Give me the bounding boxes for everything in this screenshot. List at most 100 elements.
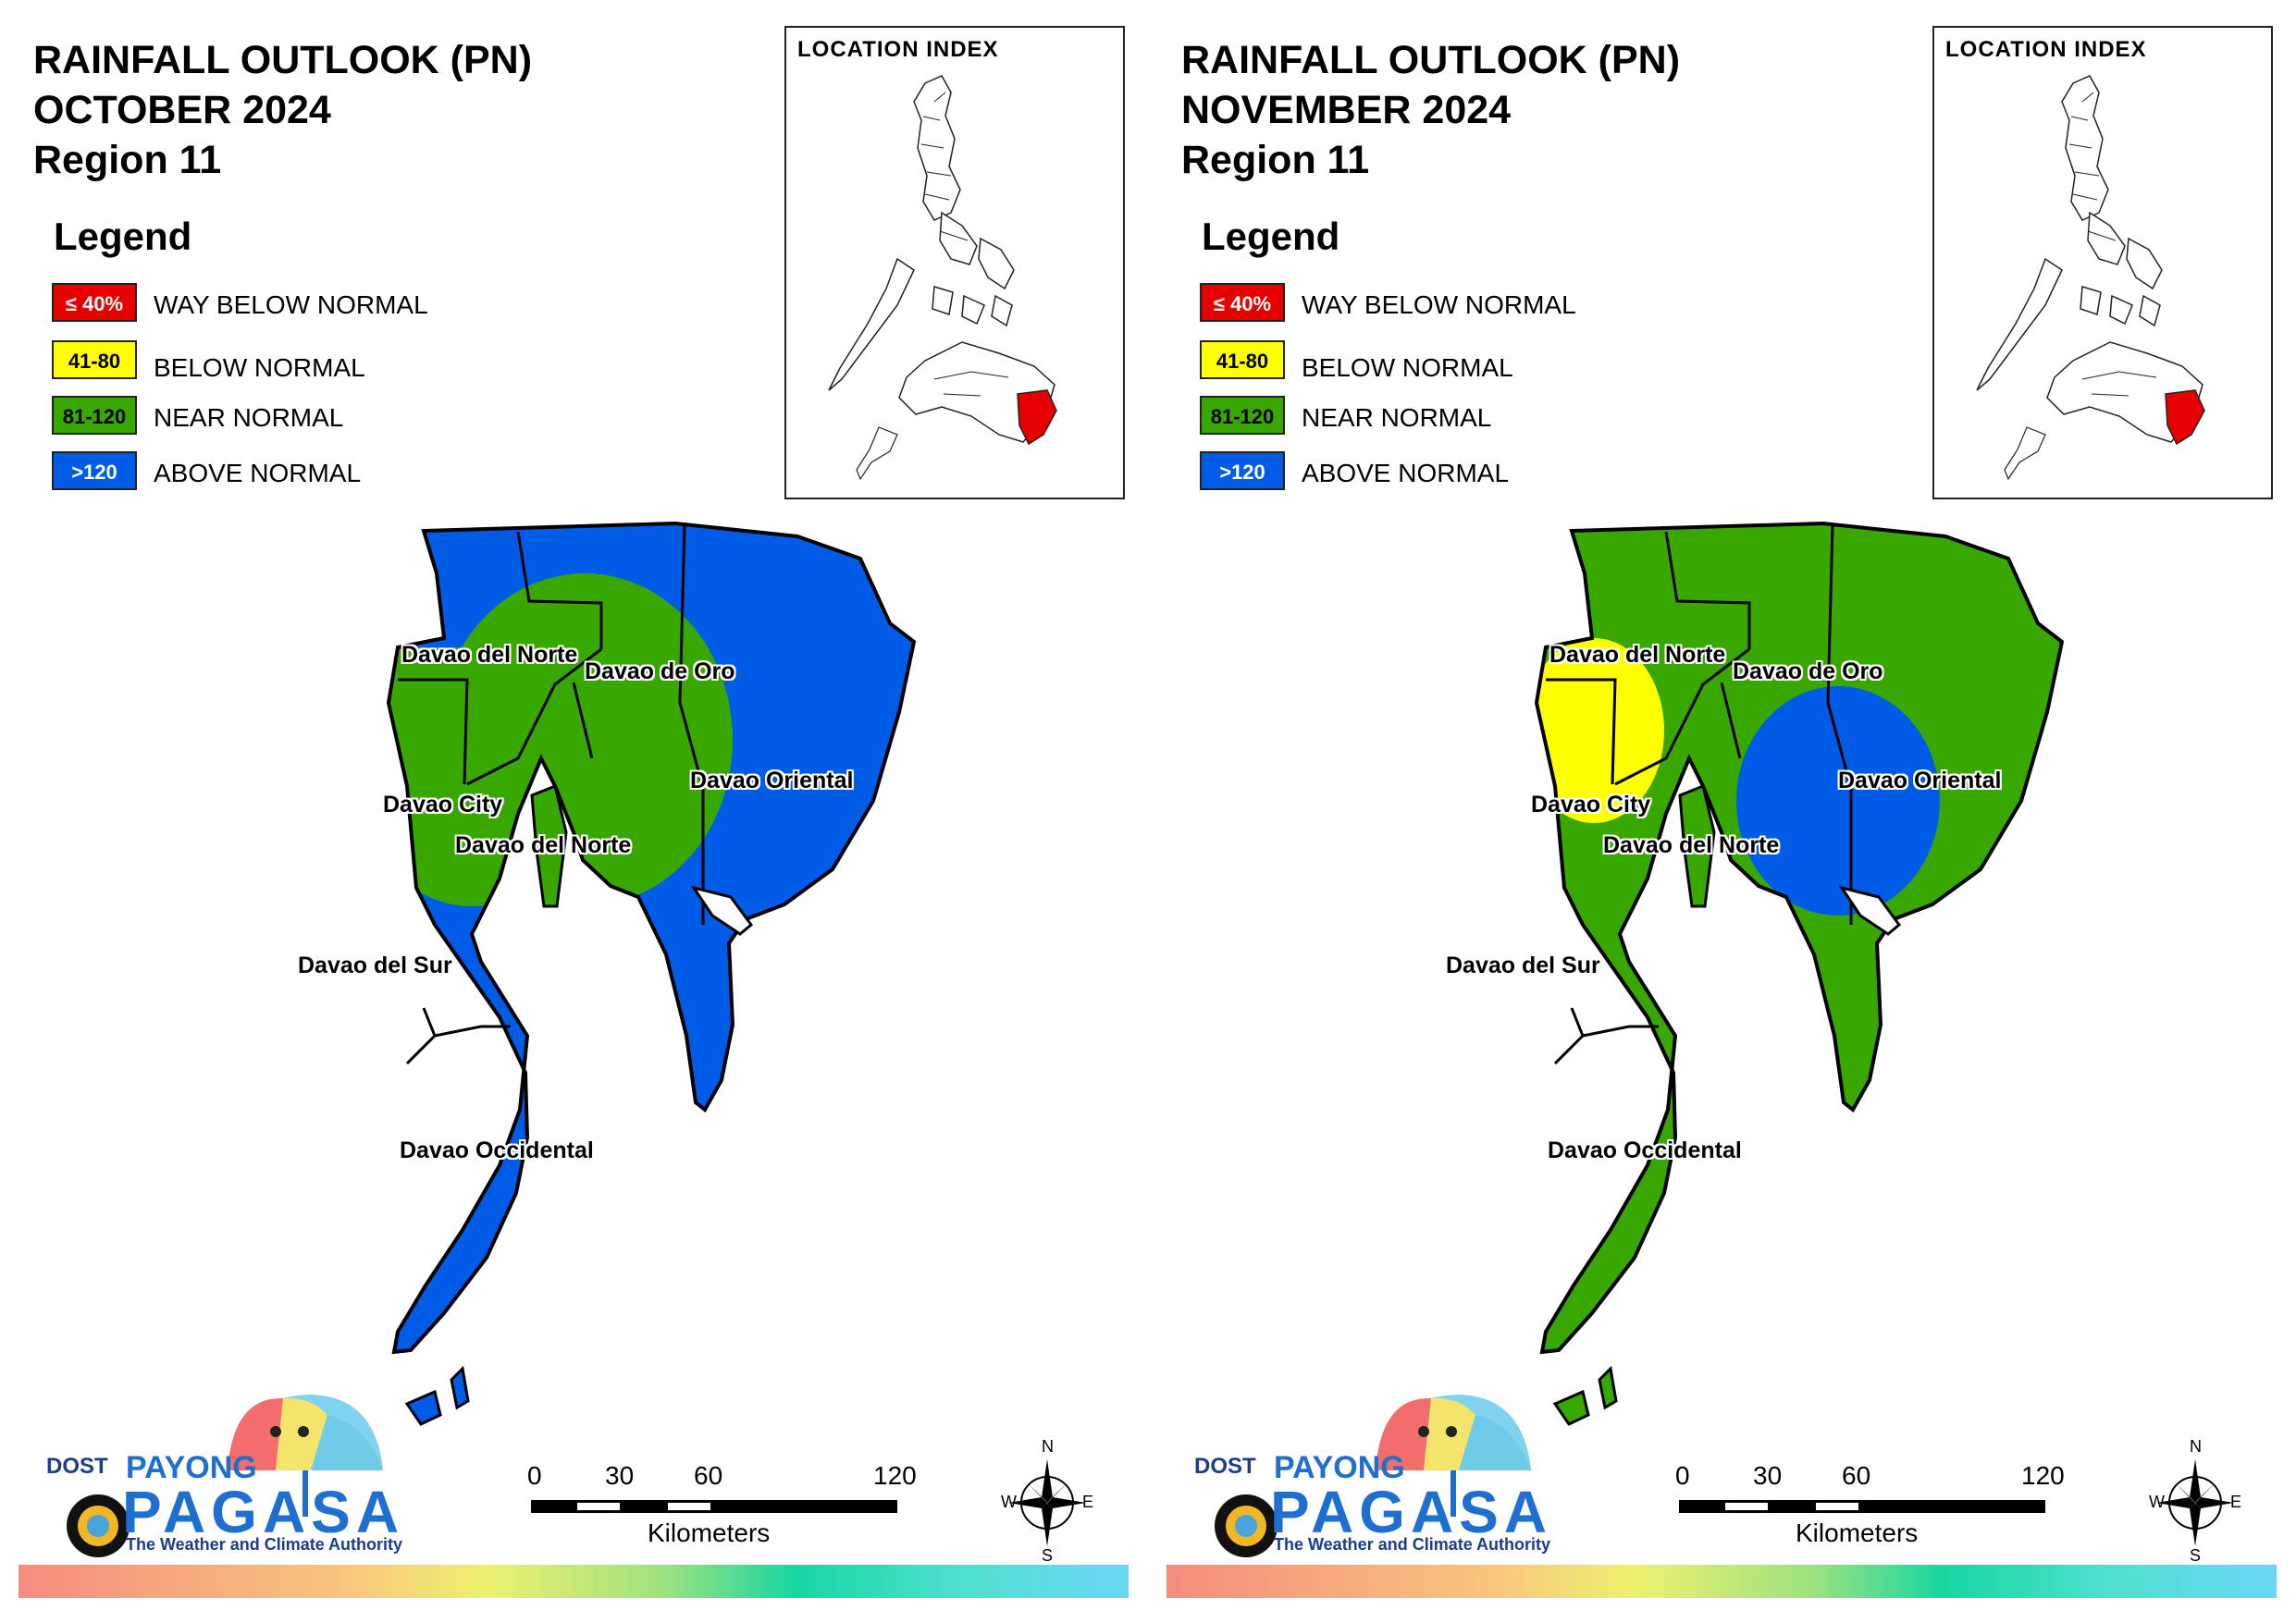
legend-label: ABOVE NORMAL [1302,459,1510,487]
legend-label: ABOVE NORMAL [154,459,362,487]
legend-swatch: ≤ 40% [1200,283,1285,322]
payong-text: PAYONG [1274,1450,1405,1485]
outlook-panel-november: RAINFALL OUTLOOK (PN) NOVEMBER 2024 Regi… [1148,0,2296,1623]
compass-n: N [1042,1437,1054,1456]
province-label: Davao Oriental [1838,768,2002,793]
scale-tick: 60 [694,1461,723,1490]
compass-rose-icon [2156,1459,2234,1546]
scale-bar-graphic [1679,1500,2045,1513]
title-line-1: RAINFALL OUTLOOK (PN) [1181,38,1681,82]
title-line-3: Region 11 [33,138,222,182]
pagasa-text: PAGASA [122,1479,405,1545]
province-boundaries [398,524,705,1065]
tagline: The Weather and Climate Authority [126,1535,403,1554]
compass-w: W [1001,1493,1017,1511]
legend-swatch: 41-80 [52,340,137,379]
province-label: Davao City [1531,792,1651,818]
legend-swatch: 41-80 [1200,340,1285,379]
umbrella-icon [67,1395,383,1557]
legend-title: Legend [1202,215,1340,258]
legend-swatch: 81-120 [1200,396,1285,435]
compass-rose-icon [1008,1459,1086,1546]
legend-label: BELOW NORMAL [154,353,365,382]
province-boundaries [1546,524,1853,1065]
scale-tick: 60 [1842,1461,1871,1490]
map-title: RAINFALL OUTLOOK (PN) NOVEMBER 2024 Regi… [1181,35,1680,185]
tagline: The Weather and Climate Authority [1274,1535,1551,1554]
scale-tick: 0 [1675,1461,1690,1490]
legend-label: WAY BELOW NORMAL [154,290,428,319]
scale-tick: 30 [605,1461,635,1490]
compass-s: S [1042,1546,1054,1565]
scale-unit: Kilometers [648,1518,771,1547]
province-label: Davao del Norte [455,832,632,858]
title-line-2: OCTOBER 2024 [33,88,331,132]
title-line-1: RAINFALL OUTLOOK (PN) [33,38,533,82]
balut-islands [404,1365,470,1426]
samal-island [1678,783,1716,908]
legend-swatch: >120 [52,451,137,490]
location-index-inset: LOCATION INDEX [1932,26,2273,499]
inlet [1838,885,1902,936]
compass-e: E [1082,1493,1094,1511]
province-label: Davao Occidental [1548,1137,1742,1163]
province-label: Davao Occidental [400,1137,594,1163]
dost-text: DOST [46,1454,108,1479]
pagasa-logo: DOST PAYONG PAGASA The Weather and Clima… [1181,1387,1551,1563]
title-line-2: NOVEMBER 2024 [1181,88,1512,132]
scale-tick: 30 [1753,1461,1783,1490]
outlook-panel-october: RAINFALL OUTLOOK (PN) OCTOBER 2024 Regio… [19,26,1129,1598]
province-label: Davao del Sur [1446,953,1600,978]
province-label: Davao del Norte [1549,642,1726,668]
compass-w: W [2149,1493,2165,1511]
region-11-choropleth [386,521,917,1426]
scale-tick: 0 [527,1461,542,1490]
philippines-outline-map [828,75,1057,481]
above-normal-zone [1736,686,1940,916]
province-label: Davao del Norte [401,642,578,668]
compass-e: E [2230,1493,2242,1511]
province-label: Davao City [383,792,503,818]
scale-bar-graphic [531,1500,897,1513]
samal-island [530,783,568,908]
scale-bar: 0 30 60 120 Kilometers [527,1461,934,1554]
legend-swatch: ≤ 40% [52,283,137,322]
location-index-inset: LOCATION INDEX [784,26,1125,499]
scale-tick: 120 [873,1461,917,1490]
province-label: Davao Oriental [690,768,854,793]
pagasa-text: PAGASA [1270,1479,1553,1545]
region-11-choropleth [1534,521,2065,1426]
legend-swatch: 81-120 [52,396,137,435]
province-label: Davao del Norte [1603,832,1780,858]
province-label: Davao de Oro [1733,658,1883,684]
inlet [690,885,754,936]
inset-title: LOCATION INDEX [1945,37,2147,62]
region-fill-base [1537,523,2062,1352]
dost-text: DOST [1194,1454,1256,1479]
north-arrow: N S W E [1001,1437,1094,1565]
north-arrow: N S W E [2149,1437,2242,1565]
province-label: Davao del Sur [298,953,452,978]
legend-label: BELOW NORMAL [1302,353,1513,382]
scale-unit: Kilometers [1796,1518,1919,1547]
scale-tick: 120 [2021,1461,2065,1490]
umbrella-icon [1215,1395,1531,1557]
legend-swatch: >120 [1200,451,1285,490]
payong-text: PAYONG [126,1450,257,1485]
legend-label: NEAR NORMAL [154,403,344,432]
compass-n: N [2190,1437,2202,1456]
legend-label: WAY BELOW NORMAL [1302,290,1576,319]
philippines-outline-map [1976,75,2205,481]
footer-gradient-band [1167,1565,2277,1598]
legend-title: Legend [54,215,192,258]
province-label: Davao de Oro [585,658,735,684]
footer-gradient-band [19,1565,1129,1598]
compass-s: S [2190,1546,2202,1565]
map-title: RAINFALL OUTLOOK (PN) OCTOBER 2024 Regio… [33,35,532,185]
scale-bar: 0 30 60 120 Kilometers [1675,1461,2082,1554]
balut-islands [1552,1365,1618,1426]
legend-label: NEAR NORMAL [1302,403,1492,432]
inset-title: LOCATION INDEX [797,37,999,62]
title-line-3: Region 11 [1181,138,1370,182]
pagasa-logo: DOST PAYONG PAGASA The Weather and Clima… [33,1387,403,1563]
